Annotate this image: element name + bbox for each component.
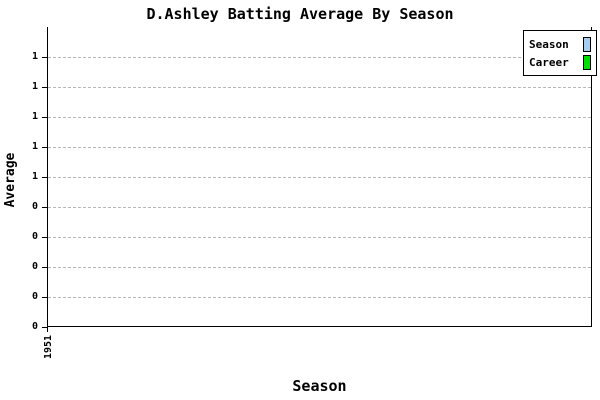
y-tick-mark [42,207,48,208]
legend: Season Career [523,30,597,76]
y-tick-mark [42,57,48,58]
gridline [48,297,591,298]
y-tick-label: 0 [31,261,38,272]
gridline [48,207,591,208]
y-tick-label: 1 [31,171,38,182]
y-tick-mark [42,117,48,118]
y-tick-mark [42,177,48,178]
gridline [48,177,591,178]
legend-item-season: Season [529,35,591,53]
y-tick-label: 1 [31,51,38,62]
x-tick-mark [47,326,48,332]
x-tick-label: 1951 [43,334,54,360]
y-tick-label: 1 [31,81,38,92]
legend-label-career: Career [529,55,569,69]
y-tick-label: 1 [31,141,38,152]
gridline [48,147,591,148]
x-axis-title: Season [292,377,347,395]
legend-item-career: Career [529,53,591,71]
y-tick-label: 0 [31,231,38,242]
y-tick-mark [42,327,48,328]
y-tick-mark [42,237,48,238]
y-tick-label: 1 [31,111,38,122]
y-tick-label: 0 [31,201,38,212]
gridline [48,87,591,88]
legend-label-season: Season [529,37,569,51]
gridline [48,267,591,268]
chart-title: D.Ashley Batting Average By Season [146,5,454,23]
y-tick-mark [42,147,48,148]
y-tick-label: 0 [31,321,38,332]
gridline [48,117,591,118]
plot-area: 1951 1 1 1 1 1 0 0 0 0 0 [32,27,592,359]
y-tick-mark [42,87,48,88]
gridline [48,237,591,238]
legend-swatch-career-icon [583,54,591,70]
y-tick-mark [42,267,48,268]
legend-swatch-season-icon [583,36,591,52]
y-tick-mark [42,297,48,298]
gridline [48,57,591,58]
y-tick-label: 0 [31,291,38,302]
